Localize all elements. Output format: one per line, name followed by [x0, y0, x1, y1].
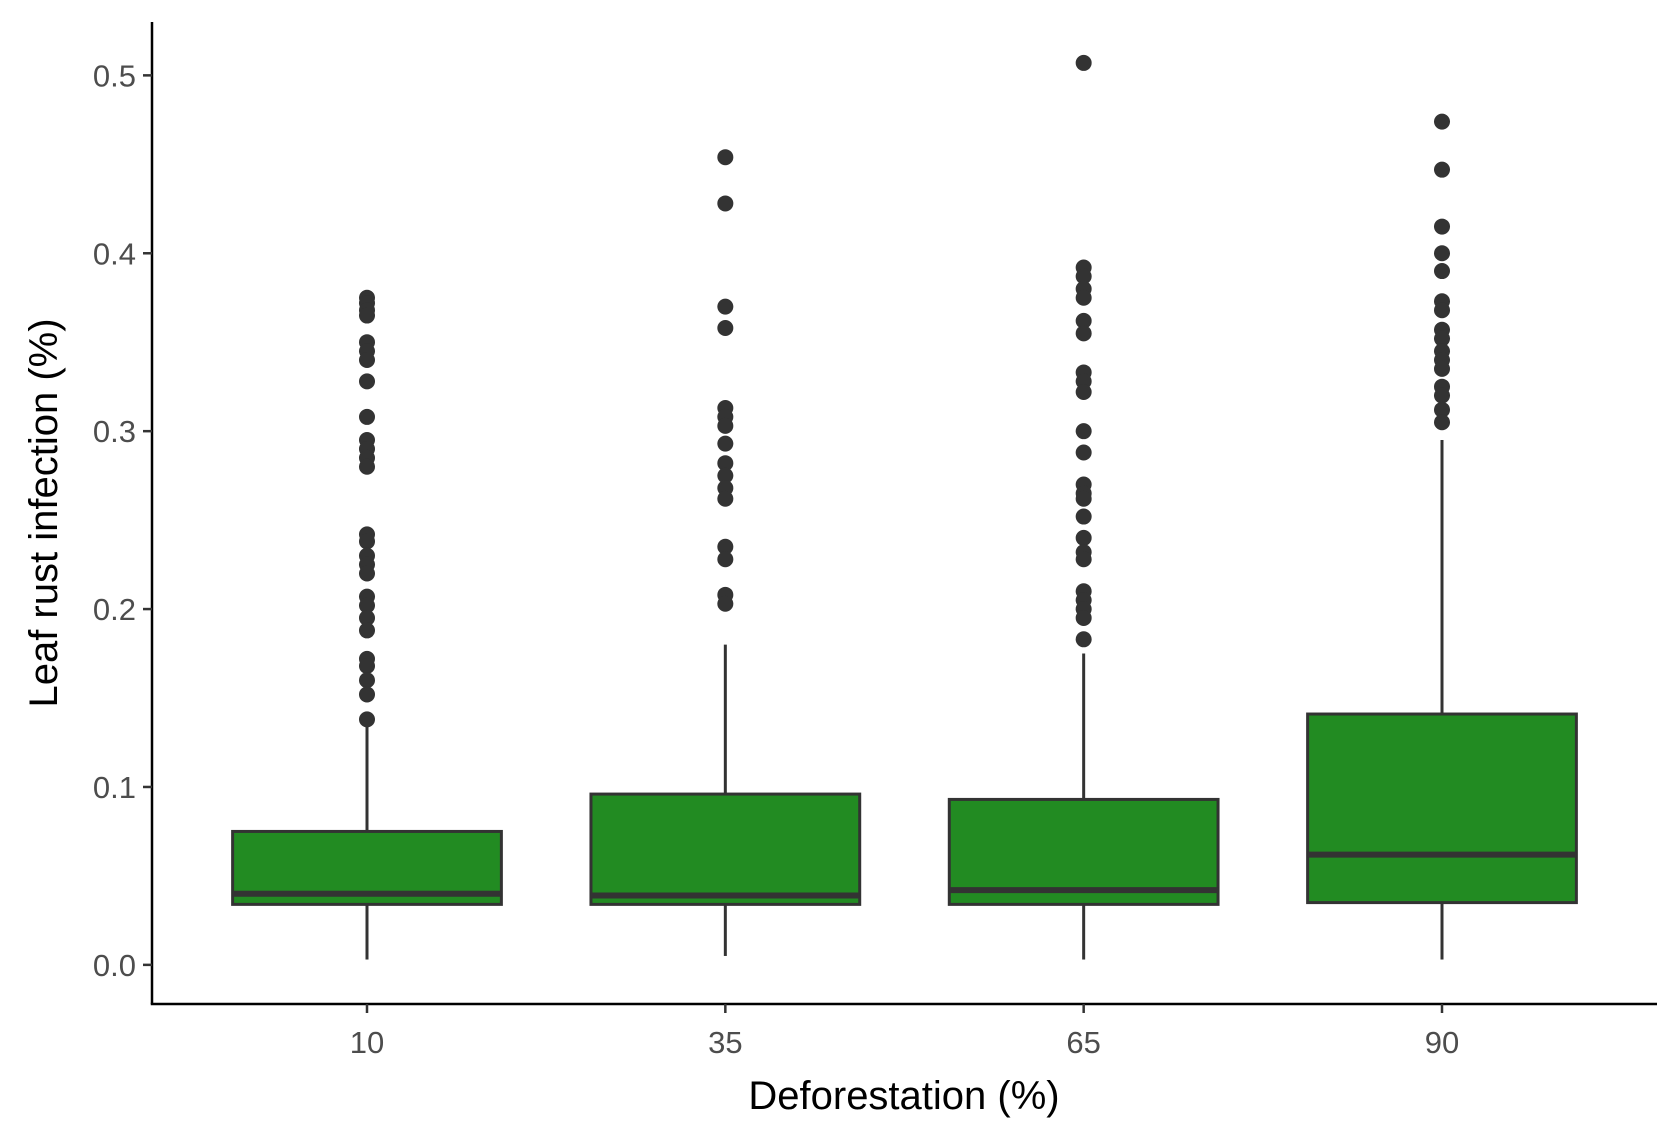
- outlier-point: [717, 455, 734, 472]
- outlier-point: [1075, 423, 1092, 440]
- outlier-point: [1075, 490, 1092, 507]
- outlier-point: [1434, 387, 1450, 404]
- outlier-point: [717, 467, 734, 484]
- outlier-point: [717, 435, 734, 452]
- box-group-35: [589, 149, 862, 956]
- box-iqr: [947, 797, 1220, 906]
- outlier-point: [1434, 330, 1450, 347]
- y-tick-label: 0.0: [93, 948, 136, 983]
- outlier-point: [1075, 609, 1092, 626]
- outlier-point: [717, 319, 734, 336]
- outlier-point: [717, 551, 734, 568]
- outlier-point: [717, 538, 734, 555]
- ticks: 0.0 0.1 0.2 0.3 0.4 0.5 10 35 65 90: [93, 58, 1459, 1060]
- box-group-65: [947, 54, 1220, 960]
- outlier-point: [1075, 551, 1092, 568]
- outlier-point: [1434, 245, 1450, 262]
- outlier-point: [717, 298, 734, 315]
- outlier-point: [1434, 113, 1450, 130]
- outlier-point: [1434, 263, 1450, 280]
- outlier-point: [1075, 529, 1092, 546]
- outlier-point: [359, 609, 375, 626]
- x-tick-label: 35: [708, 1025, 742, 1060]
- outlier-point: [1075, 289, 1092, 306]
- y-tick-label: 0.5: [93, 58, 136, 93]
- x-axis-title: Deforestation (%): [748, 1074, 1059, 1118]
- outlier-point: [717, 595, 734, 612]
- axes: [150, 22, 1657, 1006]
- outlier-point: [359, 657, 375, 674]
- outlier-point: [359, 408, 375, 425]
- box-group-90: [1306, 113, 1578, 960]
- outlier-point: [717, 195, 734, 212]
- outlier-point: [1075, 312, 1092, 329]
- outlier-point: [1434, 360, 1450, 377]
- outlier-point: [1075, 268, 1092, 285]
- outlier-point: [359, 711, 375, 728]
- y-tick-label: 0.3: [93, 414, 136, 449]
- outlier-point: [359, 686, 375, 703]
- outlier-point: [359, 373, 375, 390]
- outlier-point: [359, 565, 375, 582]
- outlier-point: [1075, 54, 1092, 71]
- outlier-point: [359, 622, 375, 639]
- box-group-10: [231, 289, 503, 960]
- outlier-point: [1434, 401, 1450, 418]
- outlier-point: [1075, 325, 1092, 342]
- outlier-point: [1075, 631, 1092, 648]
- outlier-point: [359, 352, 375, 369]
- outlier-point: [359, 672, 375, 689]
- outlier-point: [359, 307, 375, 324]
- x-tick-label: 10: [350, 1025, 384, 1060]
- outlier-point: [359, 533, 375, 550]
- outlier-point: [1434, 161, 1450, 178]
- outlier-point: [1434, 302, 1450, 319]
- y-tick-label: 0.2: [93, 592, 136, 627]
- box-iqr: [589, 792, 862, 906]
- outlier-point: [1075, 444, 1092, 461]
- outlier-point: [1434, 414, 1450, 431]
- x-tick-label: 65: [1066, 1025, 1100, 1060]
- y-axis-title: Leaf rust infection (%): [22, 318, 66, 707]
- y-tick-label: 0.4: [93, 236, 136, 271]
- box-iqr: [1306, 712, 1578, 905]
- outlier-point: [1434, 218, 1450, 235]
- outlier-point: [717, 149, 734, 166]
- outlier-point: [359, 597, 375, 614]
- y-tick-label: 0.1: [93, 770, 136, 805]
- plot-area: [231, 54, 1578, 960]
- outlier-point: [1075, 384, 1092, 401]
- outlier-point: [359, 458, 375, 475]
- outlier-point: [717, 490, 734, 507]
- outlier-point: [1075, 508, 1092, 525]
- x-tick-label: 90: [1425, 1025, 1459, 1060]
- outlier-point: [717, 417, 734, 434]
